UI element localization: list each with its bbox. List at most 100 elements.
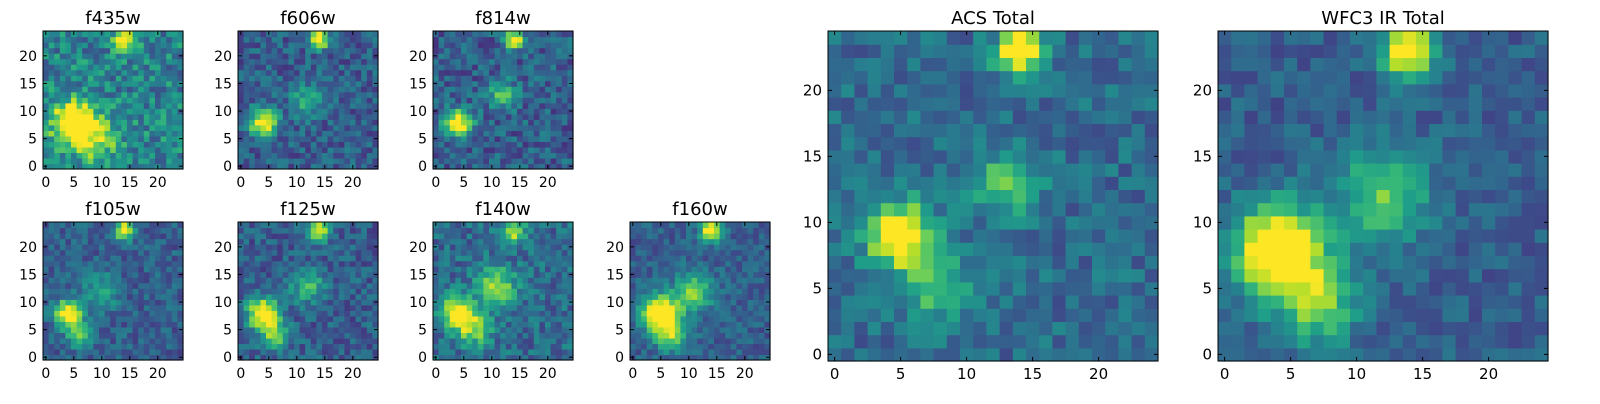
heatmap-cell	[731, 294, 737, 300]
heatmap-cell	[367, 108, 373, 114]
heatmap-cell	[339, 158, 345, 164]
heatmap-cell	[161, 53, 167, 59]
heatmap-cell	[720, 255, 726, 261]
heatmap-cell	[43, 277, 49, 283]
heatmap-cell	[149, 233, 155, 239]
heatmap-cell	[149, 343, 155, 349]
heatmap-cell	[99, 125, 105, 131]
heatmap-cell	[311, 136, 317, 142]
heatmap-cell	[316, 272, 322, 278]
heatmap-cell	[77, 310, 83, 316]
heatmap-cell	[894, 282, 908, 296]
heatmap-cell	[172, 75, 178, 81]
heatmap-cell	[77, 59, 83, 65]
heatmap-cell	[82, 316, 88, 322]
x-tick-label: 5	[459, 175, 468, 191]
heatmap-cell	[339, 125, 345, 131]
heatmap-cell	[455, 42, 461, 48]
heatmap-cell	[489, 152, 495, 158]
heatmap-cell	[472, 64, 478, 70]
y-tick-label: 10	[409, 104, 427, 120]
heatmap-cell	[305, 59, 311, 65]
heatmap-cell	[1013, 150, 1027, 164]
heatmap-cell	[110, 152, 116, 158]
heatmap-cell	[630, 228, 636, 234]
heatmap-cell	[489, 228, 495, 234]
heatmap-cell	[93, 158, 99, 164]
heatmap-cell	[658, 349, 664, 355]
x-tick-label: 5	[656, 366, 665, 382]
heatmap-cell	[495, 261, 501, 267]
heatmap-cell	[562, 305, 568, 311]
heatmap-cell	[172, 141, 178, 147]
heatmap-cell	[344, 37, 350, 43]
heatmap-cell	[367, 233, 373, 239]
heatmap-cell	[272, 75, 278, 81]
heatmap-cell	[511, 305, 517, 311]
heatmap-cell	[82, 250, 88, 256]
heatmap-cell	[367, 266, 373, 272]
heatmap-cell	[478, 48, 484, 54]
heatmap-cell	[534, 136, 540, 142]
heatmap-cell	[433, 338, 439, 344]
heatmap-cell	[77, 233, 83, 239]
heatmap-cell	[697, 310, 703, 316]
heatmap-cell	[88, 92, 94, 98]
heatmap-cell	[105, 343, 111, 349]
heatmap-cell	[116, 349, 122, 355]
heatmap-cell	[894, 295, 908, 309]
heatmap-cell	[49, 119, 55, 125]
heatmap-cell	[305, 277, 311, 283]
heatmap-cell	[736, 222, 742, 228]
heatmap-cell	[539, 316, 545, 322]
heatmap-cell	[60, 81, 66, 87]
heatmap-cell	[260, 343, 266, 349]
heatmap-cell	[283, 125, 289, 131]
heatmap-cell	[517, 349, 523, 355]
heatmap-cell	[433, 64, 439, 70]
heatmap-cell	[720, 228, 726, 234]
heatmap-cell	[720, 250, 726, 256]
heatmap-cell	[907, 203, 921, 217]
heatmap-cell	[478, 261, 484, 267]
heatmap-cell	[328, 152, 334, 158]
heatmap-cell	[138, 266, 144, 272]
heatmap-cell	[249, 321, 255, 327]
heatmap-cell	[43, 64, 49, 70]
heatmap-cell	[116, 92, 122, 98]
heatmap-cell	[344, 92, 350, 98]
heatmap-cell	[322, 64, 328, 70]
y-tick-label: 20	[19, 49, 37, 65]
heatmap-cell	[339, 250, 345, 256]
panel-title: f606w	[280, 8, 335, 29]
heatmap-cell	[60, 75, 66, 81]
heatmap-cell	[641, 338, 647, 344]
heatmap-cell	[49, 37, 55, 43]
heatmap-cell	[260, 141, 266, 147]
heatmap-cell	[517, 261, 523, 267]
heatmap-cell	[71, 130, 77, 136]
heatmap-cell	[725, 261, 731, 267]
heatmap-cell	[172, 59, 178, 65]
heatmap-cell	[311, 233, 317, 239]
heatmap-cell	[305, 288, 311, 294]
heatmap-cell	[551, 75, 557, 81]
heatmap-cell	[556, 239, 562, 245]
heatmap-cell	[105, 119, 111, 125]
heatmap-cell	[680, 228, 686, 234]
heatmap-cell	[539, 37, 545, 43]
heatmap-cell	[356, 283, 362, 289]
heatmap-cell	[138, 81, 144, 87]
heatmap-cell	[49, 92, 55, 98]
heatmap-cell	[523, 53, 529, 59]
heatmap-cell	[277, 136, 283, 142]
heatmap-cell	[172, 152, 178, 158]
heatmap-cell	[110, 338, 116, 344]
heatmap-cell	[260, 250, 266, 256]
heatmap-cell	[841, 216, 855, 230]
heatmap-cell	[344, 81, 350, 87]
heatmap-cell	[311, 59, 317, 65]
heatmap-cell	[731, 349, 737, 355]
heatmap-cell	[1066, 295, 1080, 309]
heatmap-cell	[647, 261, 653, 267]
